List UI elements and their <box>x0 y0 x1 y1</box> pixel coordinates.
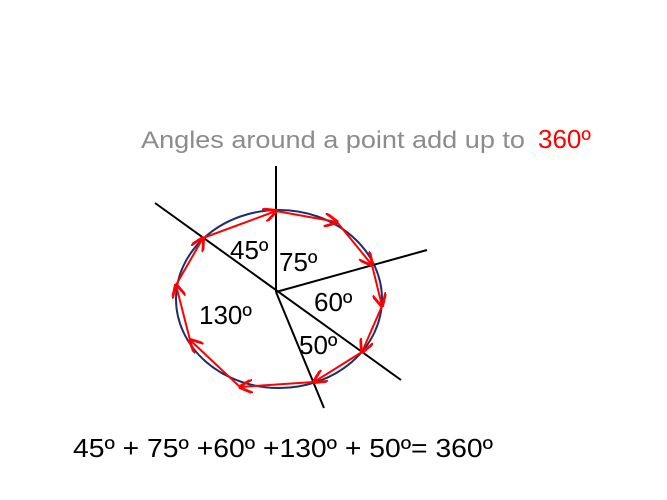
arrow-path <box>176 211 382 387</box>
line-down <box>275 291 325 409</box>
angle-label: 130º <box>199 300 252 330</box>
line-right <box>275 249 428 293</box>
lines <box>154 166 428 409</box>
arrow-segment <box>190 340 241 388</box>
arrow-segment <box>175 238 203 286</box>
arrow-segment <box>336 221 372 265</box>
arrow-segment <box>202 211 276 239</box>
arrow-segment <box>371 264 382 306</box>
arrow-segment <box>275 210 337 222</box>
arrow-segment <box>362 305 383 352</box>
angle-label: 45º <box>230 235 269 265</box>
angle-label: 75º <box>279 247 318 277</box>
equation: 45º + 75º +60º +130º + 50º= 360º <box>73 433 494 463</box>
title-text: Angles around a point add up to <box>141 127 525 154</box>
arrow-segment <box>240 382 315 387</box>
arrow-segment <box>314 351 363 382</box>
arrow-segment <box>176 285 191 341</box>
angle-label: 50º <box>299 330 338 360</box>
angle-label: 60º <box>314 287 353 317</box>
title-highlight: 360º <box>538 124 591 154</box>
